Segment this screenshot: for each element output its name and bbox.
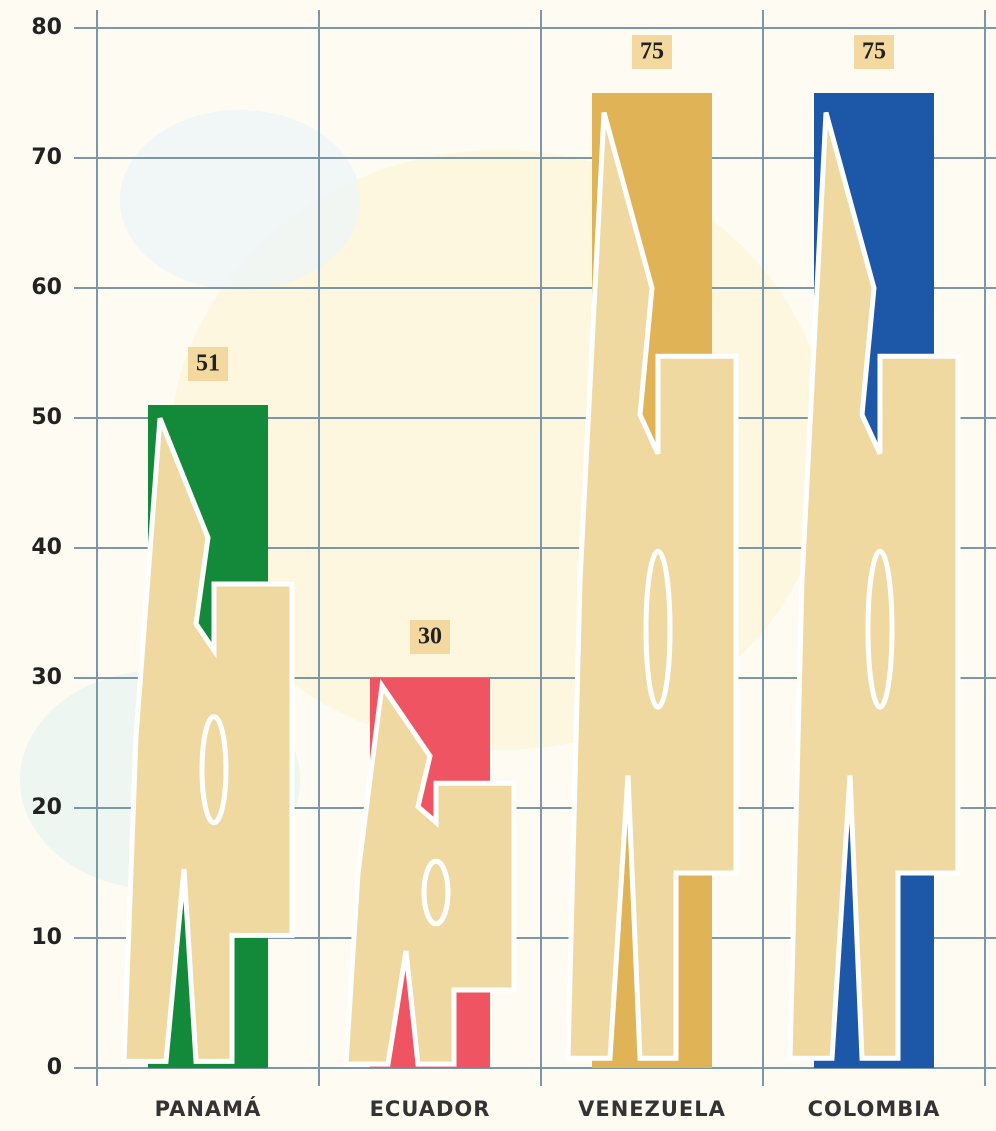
figure-silhouette (121, 417, 295, 1064)
figure-silhouette (343, 678, 517, 1067)
figure-detail (199, 714, 229, 826)
figure-detail (643, 548, 673, 710)
y-tick-label: 30 (31, 665, 62, 690)
value-label: 75 (640, 39, 664, 65)
y-tick-label: 50 (31, 405, 62, 430)
map-backdrop (120, 110, 360, 290)
y-tick-label: 40 (31, 535, 62, 560)
value-label: 30 (418, 624, 442, 650)
label-box (632, 35, 672, 69)
y-tick-label: 20 (31, 795, 62, 820)
y-tick-label: 0 (47, 1055, 62, 1080)
x-tick-label: COLOMBIA (808, 1097, 941, 1121)
x-tick-label: VENEZUELA (578, 1097, 726, 1121)
x-tick-label: ECUADOR (370, 1097, 491, 1121)
value-label: 75 (862, 39, 886, 65)
x-tick-label: PANAMÁ (155, 1096, 262, 1121)
figure-silhouette (787, 111, 961, 1061)
y-tick-label: 70 (31, 145, 62, 170)
y-tick-label: 10 (31, 925, 62, 950)
y-tick-label: 60 (31, 275, 62, 300)
figure-detail (421, 858, 451, 927)
label-box (854, 35, 894, 69)
value-label: 51 (196, 351, 220, 377)
figure-detail (865, 548, 895, 710)
label-box (188, 347, 228, 381)
figure-silhouette (565, 111, 739, 1061)
y-tick-label: 80 (31, 15, 62, 40)
label-box (410, 620, 450, 654)
